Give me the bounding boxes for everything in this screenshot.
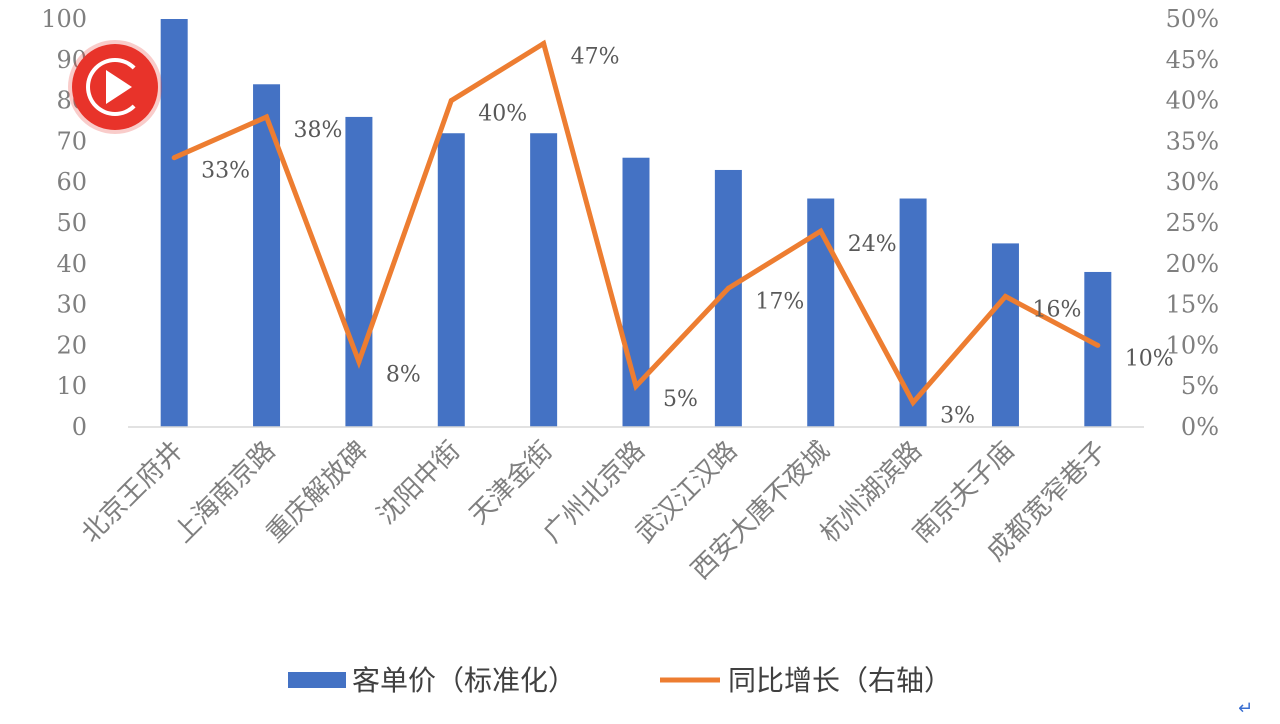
right-y-tick-label: 45% (1166, 46, 1219, 74)
return-arrow-icon: ↵ (1238, 698, 1254, 719)
line-data-label: 3% (940, 404, 975, 429)
line-data-label: 10% (1125, 346, 1174, 371)
line-point (1002, 293, 1008, 299)
bar (345, 116, 373, 428)
left-y-tick-label: 70 (56, 127, 87, 155)
line-data-label: 17% (755, 289, 804, 314)
x-category-label: 沈阳中街 (371, 436, 466, 531)
bar (160, 19, 188, 427)
line-data-label: 40% (478, 102, 527, 127)
x-category-label: 天津金街 (464, 436, 559, 531)
line-data-label: 8% (386, 363, 421, 388)
right-y-tick-label: 10% (1166, 331, 1219, 359)
bar (1084, 271, 1112, 427)
line-data-label: 47% (571, 44, 620, 69)
bar (530, 133, 558, 428)
bar (991, 243, 1019, 427)
right-y-tick-label: 25% (1166, 209, 1219, 237)
right-y-tick-label: 40% (1166, 87, 1219, 115)
line-point (171, 155, 177, 161)
right-y-tick-label: 20% (1166, 250, 1219, 278)
x-axis-category-labels: 北京王府井上海南京路重庆解放碑沈阳中街天津金街广州北京路武汉江汉路西安大唐不夜城… (76, 436, 1113, 586)
line-series (171, 39, 1101, 407)
legend-line-label: 同比增长（右轴） (728, 664, 952, 697)
line-data-label: 24% (848, 232, 897, 257)
line-point (356, 359, 362, 365)
right-y-tick-label: 0% (1181, 413, 1219, 441)
line-point (910, 400, 916, 406)
right-y-tick-label: 30% (1166, 168, 1219, 196)
line-point (725, 285, 731, 291)
bar-series (160, 19, 1112, 428)
line-data-label: 33% (201, 159, 250, 184)
right-y-tick-label: 35% (1166, 127, 1219, 155)
line-data-label: 38% (294, 118, 343, 143)
legend-bar-swatch (288, 672, 346, 688)
left-y-tick-label: 60 (56, 168, 87, 196)
left-y-tick-label: 20 (56, 331, 87, 359)
right-y-axis: 0% 5% 10% 15% 20% 25% 30% 35% 40% 45% 50% (1166, 5, 1219, 441)
line-point (1095, 342, 1101, 348)
line-point (818, 228, 824, 234)
line-data-label: 5% (663, 387, 698, 412)
left-y-tick-label: 0 (72, 413, 87, 441)
play-circle-logo-icon (72, 44, 158, 130)
line-point (633, 383, 639, 389)
bar (437, 133, 465, 428)
line-data-labels: 33% 38% 8% 40% 47% 5% 17% 24% 3% 16% 10% (201, 44, 1174, 428)
right-y-tick-label: 15% (1166, 291, 1219, 319)
line-point (448, 98, 454, 104)
left-y-tick-label: 100 (41, 5, 87, 33)
right-y-tick-label: 5% (1181, 372, 1219, 400)
line-point (541, 40, 547, 46)
legend: 客单价（标准化） 同比增长（右轴） (288, 664, 952, 697)
line-data-label: 16% (1032, 297, 1081, 322)
left-y-tick-label: 50 (56, 209, 87, 237)
left-y-tick-label: 10 (56, 372, 87, 400)
legend-bar-label: 客单价（标准化） (352, 664, 576, 697)
left-y-tick-label: 40 (56, 250, 87, 278)
x-category-label: 重庆解放碑 (261, 436, 374, 549)
left-y-tick-label: 30 (56, 291, 87, 319)
line-point (264, 114, 270, 120)
right-y-tick-label: 50% (1166, 5, 1219, 33)
